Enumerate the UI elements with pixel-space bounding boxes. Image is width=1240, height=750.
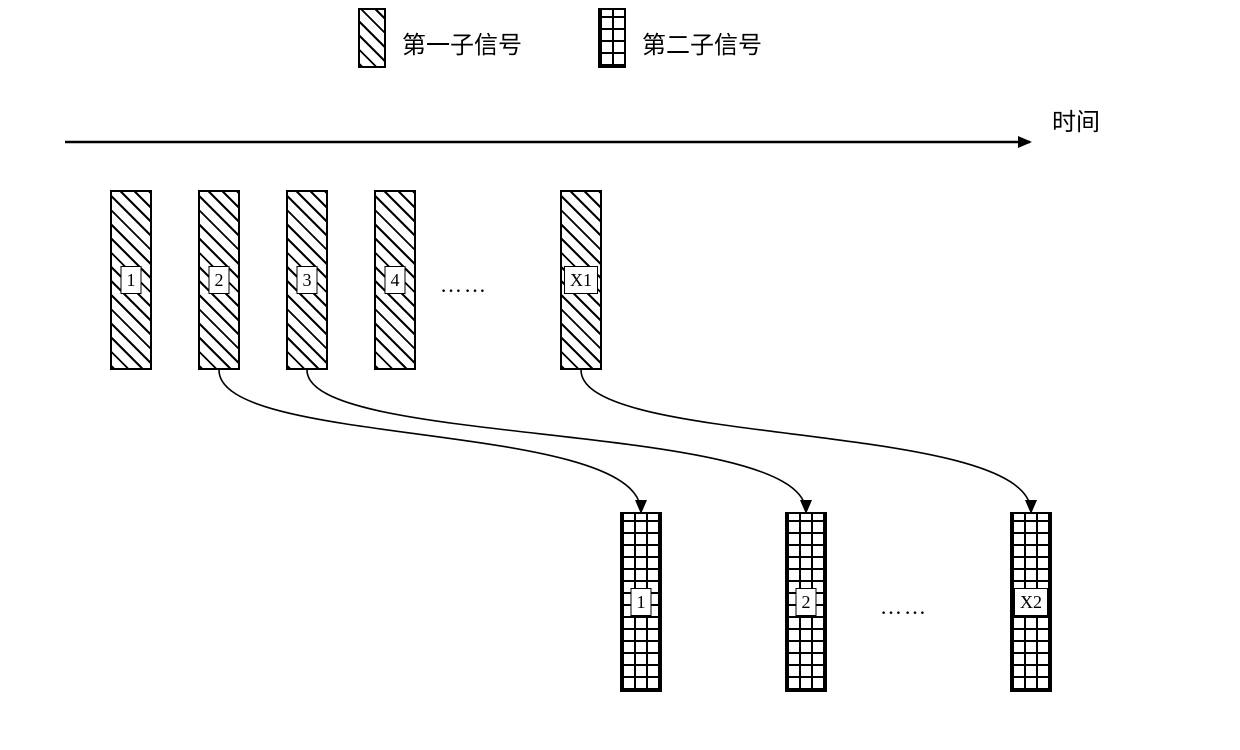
signal1-bar-label: 3 xyxy=(297,266,318,294)
signal1-bar-label: X1 xyxy=(564,266,598,294)
signal1-bar: X1 xyxy=(560,190,602,370)
legend-first-label: 第一子信号 xyxy=(402,25,522,60)
signal1-bar: 2 xyxy=(198,190,240,370)
signal1-bar: 3 xyxy=(286,190,328,370)
mapping-arrow xyxy=(307,370,806,512)
signal2-bar-label: 1 xyxy=(631,588,652,616)
top-ellipsis: …… xyxy=(440,272,488,298)
signal1-bar: 1 xyxy=(110,190,152,370)
legend-first-swatch xyxy=(358,8,386,68)
signal1-bar: 4 xyxy=(374,190,416,370)
axis-time-label: 时间 xyxy=(1052,102,1100,137)
signal2-bar: 1 xyxy=(620,512,662,692)
legend-second-swatch xyxy=(598,8,626,68)
diagram-canvas: 第一子信号 第二子信号 时间 1 2 3 4 X1 …… 1 2 X2 …… xyxy=(0,0,1240,750)
mapping-arrow xyxy=(219,370,641,512)
mapping-arrow xyxy=(581,370,1031,512)
legend-second-label: 第二子信号 xyxy=(642,25,762,60)
bottom-ellipsis: …… xyxy=(880,594,928,620)
signal2-bar: X2 xyxy=(1010,512,1052,692)
signal1-bar-label: 2 xyxy=(209,266,230,294)
signal2-bar: 2 xyxy=(785,512,827,692)
signal1-bar-label: 1 xyxy=(121,266,142,294)
signal2-bar-label: X2 xyxy=(1014,588,1048,616)
signal2-bar-label: 2 xyxy=(796,588,817,616)
signal1-bar-label: 4 xyxy=(385,266,406,294)
